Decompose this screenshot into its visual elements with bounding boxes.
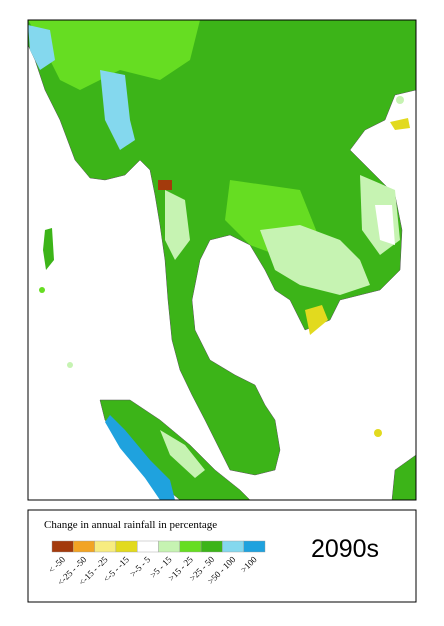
legend-swatch (94, 540, 117, 553)
light-area (28, 20, 200, 90)
dry-area (390, 118, 410, 130)
white-area (375, 205, 395, 245)
map (28, 20, 416, 500)
legend-swatch (243, 540, 266, 553)
sumatra-pale (160, 430, 205, 478)
legend-swatch (136, 540, 159, 553)
legend-title: Change in annual rainfall in percentage (44, 519, 217, 531)
pale-area (260, 225, 370, 295)
island (43, 228, 54, 270)
legend-box (27, 509, 417, 603)
sumatra-coast (105, 415, 175, 500)
wet-area (28, 25, 55, 70)
legend-swatch (200, 540, 223, 553)
legend-swatch (222, 540, 244, 553)
legend-swatch (115, 540, 138, 553)
very-dry-cell (158, 180, 172, 190)
island (374, 429, 382, 437)
map-frame (27, 19, 417, 501)
island (39, 287, 45, 293)
wet-area (100, 70, 135, 150)
period-label: 2090s (311, 535, 379, 563)
legend-swatch (179, 540, 202, 553)
island (67, 362, 73, 368)
legend-swatch (158, 540, 180, 553)
pale-area (165, 190, 190, 260)
dry-area (305, 305, 328, 335)
legend-swatch (51, 540, 74, 553)
island (396, 96, 404, 104)
legend-swatch (73, 540, 95, 553)
borneo (391, 454, 416, 500)
